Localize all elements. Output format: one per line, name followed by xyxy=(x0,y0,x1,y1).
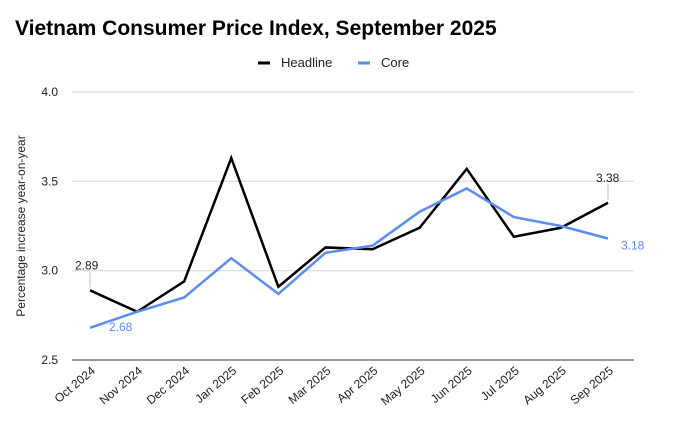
y-tick-label: 3.5 xyxy=(41,174,58,188)
legend-label-headline: Headline xyxy=(281,55,332,70)
x-tick-label: May 2025 xyxy=(378,363,428,408)
y-axis-label: Percentage increase year-on-year xyxy=(14,135,28,316)
x-tick-label: Jul 2025 xyxy=(478,363,522,403)
x-tick-label: Oct 2024 xyxy=(52,363,99,405)
x-tick-label: Feb 2025 xyxy=(238,363,286,407)
series-line-core xyxy=(89,187,609,330)
x-tick-label: Mar 2025 xyxy=(286,363,334,407)
data-label: 3.38 xyxy=(596,171,620,185)
x-tick-label: Nov 2024 xyxy=(97,363,146,407)
y-tick-label: 4.0 xyxy=(41,85,58,99)
legend-label-core: Core xyxy=(381,55,409,70)
data-label: 2.68 xyxy=(109,320,133,334)
x-tick-label: Sep 2025 xyxy=(568,363,617,407)
x-tick-label: Jun 2025 xyxy=(428,363,475,406)
data-label: 3.18 xyxy=(621,239,645,253)
y-tick-label: 3.0 xyxy=(41,264,58,278)
data-label: 2.89 xyxy=(75,258,99,272)
x-tick-label: Aug 2025 xyxy=(520,363,569,407)
y-tick-label: 2.5 xyxy=(41,353,58,367)
x-tick-label: Dec 2024 xyxy=(144,363,193,407)
chart-title: Vietnam Consumer Price Index, September … xyxy=(15,17,497,40)
x-tick-label: Jan 2025 xyxy=(192,363,239,406)
x-tick-label: Apr 2025 xyxy=(334,363,381,405)
